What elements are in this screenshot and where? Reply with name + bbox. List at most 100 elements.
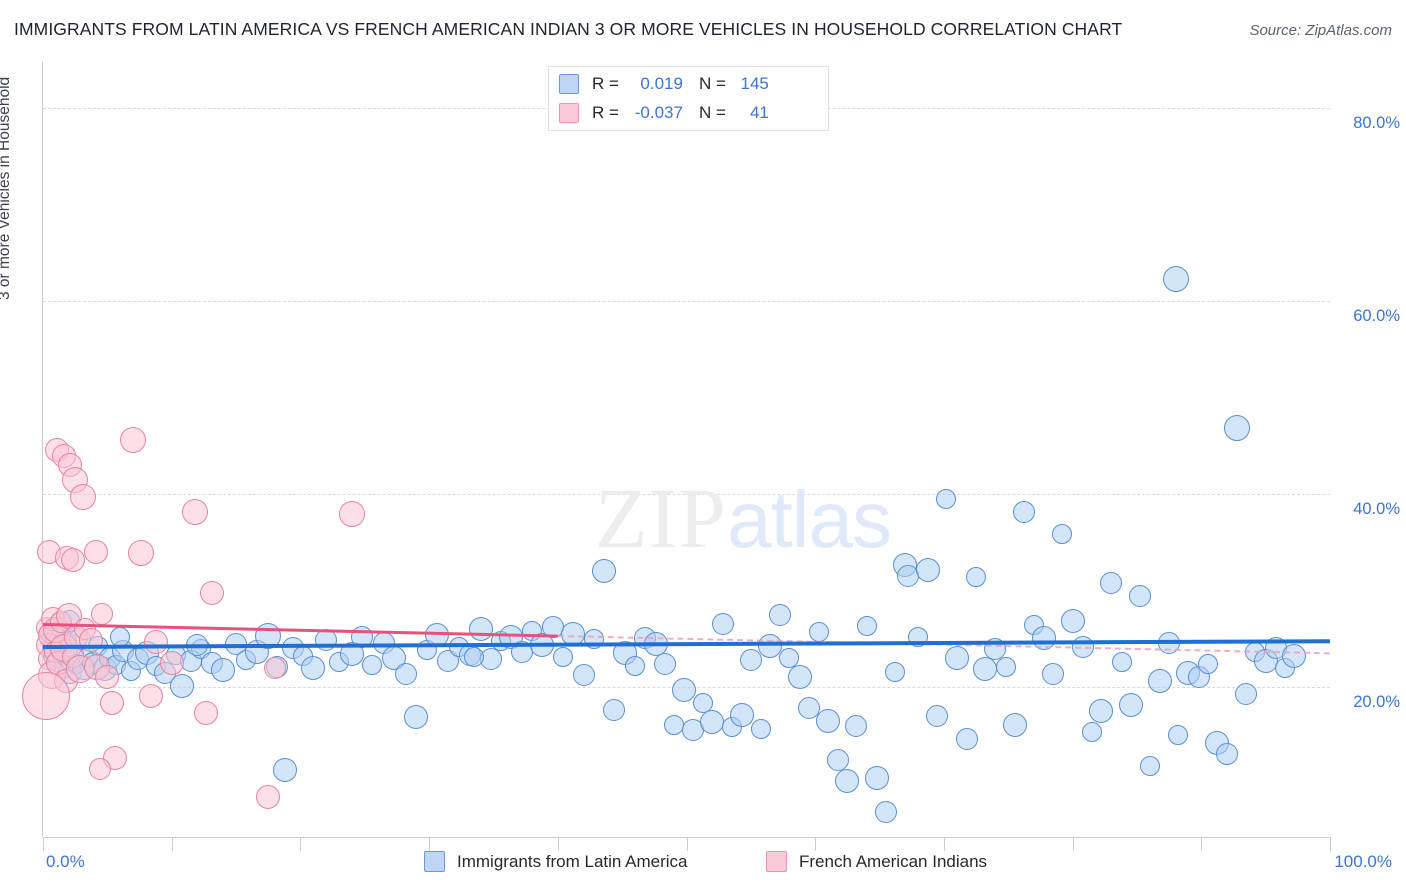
scatter-point [1139, 755, 1160, 776]
scatter-point [301, 656, 326, 681]
scatter-point [110, 627, 131, 648]
correlation-legend-row: R = 0.019 N = 145 [559, 70, 769, 98]
x-axis-tick [943, 837, 945, 851]
scatter-point [120, 426, 147, 453]
scatter-point [1042, 663, 1065, 686]
watermark-atlas: atlas [727, 475, 892, 564]
scatter-point [700, 710, 725, 735]
scatter-point [643, 632, 668, 657]
scatter-point [984, 638, 1007, 661]
scatter-point [1128, 585, 1151, 608]
scatter-point [1148, 668, 1173, 693]
r-value: 0.019 [640, 74, 683, 93]
scatter-point [711, 612, 734, 635]
scatter-point [211, 658, 236, 683]
scatter-point [362, 655, 383, 676]
scatter-point [394, 663, 417, 686]
scatter-point [139, 684, 164, 709]
scatter-point [663, 715, 684, 736]
gridline [43, 493, 1330, 495]
scatter-point [572, 664, 595, 687]
y-axis-tick-label: 40.0% [1353, 499, 1400, 518]
scatter-point [625, 656, 646, 677]
scatter-point [612, 640, 637, 665]
scatter-point [926, 704, 949, 727]
scatter-point [255, 622, 282, 649]
scatter-point [338, 501, 365, 528]
scatter-point [315, 629, 338, 652]
scatter-point [552, 646, 573, 667]
scatter-point [127, 539, 154, 566]
watermark-zip: ZIP [595, 470, 727, 566]
r-value: -0.037 [634, 103, 683, 122]
scatter-point [60, 548, 85, 573]
scatter-point [404, 704, 429, 729]
scatter-point [468, 616, 493, 641]
scatter-point [1088, 698, 1113, 723]
series-legend-item-blue[interactable]: Immigrants from Latin America [424, 851, 688, 872]
y-axis-line [42, 62, 43, 837]
scatter-point [1235, 683, 1258, 706]
r-label: R = [592, 103, 619, 122]
scatter-point [787, 664, 812, 689]
series-legend-label: Immigrants from Latin America [457, 851, 688, 871]
scatter-point [561, 621, 586, 646]
scatter-point [956, 727, 979, 750]
scatter-point [944, 645, 969, 670]
x-axis-tick [300, 837, 302, 851]
scatter-point [199, 581, 224, 606]
scatter-point [884, 662, 905, 683]
y-axis-title: 3 or more Vehicles in Household [0, 76, 13, 300]
x-axis-min-label: 0.0% [46, 852, 85, 871]
scatter-point [1162, 265, 1189, 292]
series-swatch-pink [766, 851, 787, 872]
scatter-point [845, 715, 868, 738]
x-axis-tick [557, 837, 559, 851]
scatter-point [966, 566, 987, 587]
scatter-point [653, 653, 676, 676]
scatter-point [272, 757, 297, 782]
scatter-point [1158, 632, 1181, 655]
scatter-point [1052, 524, 1073, 545]
scatter-point [1100, 571, 1123, 594]
r-label: R = [592, 74, 619, 93]
scatter-point [1281, 643, 1306, 668]
scatter-point [874, 800, 897, 823]
n-label: N = [698, 103, 726, 122]
correlation-legend: R = 0.019 N = 145 R = -0.037 N = 41 [548, 66, 829, 131]
scatter-point [583, 629, 604, 650]
scatter-point [78, 628, 103, 653]
scatter-point [973, 657, 998, 682]
scatter-point [88, 757, 111, 780]
series-legend-item-pink[interactable]: French American Indians [766, 851, 987, 872]
scatter-point [1168, 724, 1189, 745]
legend-swatch-blue [559, 74, 579, 94]
scatter-point [83, 539, 108, 564]
x-axis-tick [43, 837, 44, 851]
scatter-point [100, 691, 125, 715]
scatter-point [739, 648, 762, 671]
scatter-point [1012, 501, 1035, 524]
scatter-point [809, 621, 830, 642]
scatter-point [1081, 721, 1102, 742]
scatter-point [1111, 651, 1132, 672]
scatter-point [1002, 713, 1027, 738]
scatter-point [816, 709, 841, 734]
scatter-point [1032, 626, 1057, 651]
scatter-point [758, 634, 783, 659]
correlation-legend-row: R = -0.037 N = 41 [559, 99, 769, 127]
scatter-point [181, 499, 208, 526]
scatter-point [186, 634, 209, 657]
watermark: ZIPatlas [595, 468, 892, 568]
scatter-point [21, 672, 70, 721]
scatter-point [194, 700, 219, 725]
x-axis-tick [815, 837, 817, 851]
x-axis-max-label: 100.0% [1334, 852, 1392, 871]
scatter-point [1118, 692, 1143, 717]
n-label: N = [698, 74, 726, 93]
x-axis-tick [1201, 837, 1203, 851]
n-value: 145 [740, 74, 769, 93]
scatter-point [95, 664, 120, 689]
y-axis-tick-label: 80.0% [1353, 114, 1400, 133]
x-axis-tick [1072, 837, 1074, 851]
